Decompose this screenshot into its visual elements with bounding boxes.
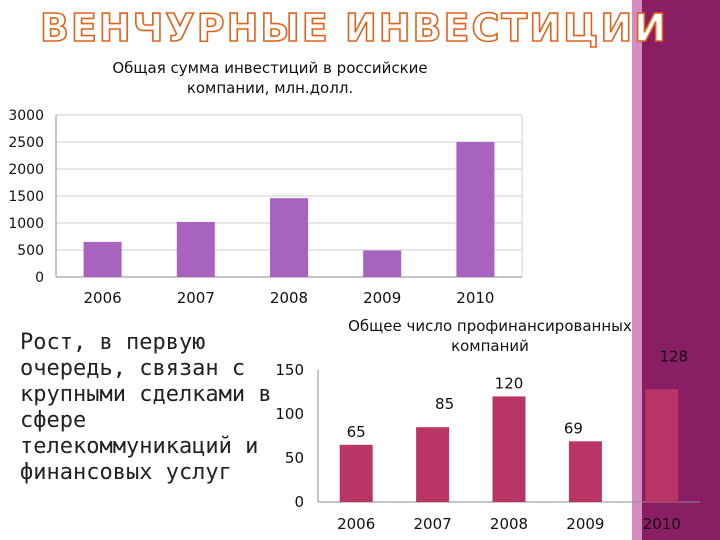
chart2-y-tick-label: 50 <box>285 449 304 467</box>
chart2-x-tick-label: 2008 <box>490 515 528 533</box>
chart2-data-label: 85 <box>435 395 454 413</box>
chart2-y-tick-label: 150 <box>275 361 304 379</box>
chart1-bar <box>270 198 308 277</box>
chart1-x-tick-label: 2010 <box>456 289 494 307</box>
chart2-data-label: 128 <box>659 347 688 365</box>
chart2-x-tick-label: 2006 <box>337 515 375 533</box>
chart2-x-tick-label: 2007 <box>414 515 452 533</box>
chart1-title: Общая сумма инвестиций в российские комп… <box>112 59 428 97</box>
chart1-y-tick-label: 3000 <box>8 108 44 124</box>
body-text: Рост, в первую очередь, связан с крупным… <box>20 330 272 485</box>
chart1-bar <box>176 221 215 277</box>
chart1-x-tick-label: 2006 <box>84 289 122 307</box>
chart1-bar <box>83 241 122 277</box>
chart2-title: Общее число профинансированных компаний <box>348 317 632 355</box>
chart2-bar <box>492 396 526 502</box>
chart2-x-tick-label: 2009 <box>566 515 604 533</box>
slide-title: ВЕНЧУРНЫЕ ИНВЕСТИЦИИ <box>39 5 668 51</box>
chart1-x-tick-label: 2007 <box>177 289 215 307</box>
chart2-bar <box>339 444 373 502</box>
chart2-bar <box>416 427 450 502</box>
chart1-y-tick-label: 2500 <box>8 135 44 151</box>
chart1-bar <box>363 250 402 277</box>
chart2-y-tick-label: 100 <box>275 405 304 423</box>
chart2-data-label: 69 <box>564 419 583 437</box>
chart1-bar <box>456 142 495 277</box>
chart1-y-tick-label: 2000 <box>8 162 44 178</box>
chart2-y-tick-label: 0 <box>294 493 304 511</box>
chart2-data-label: 120 <box>495 374 524 392</box>
chart2-bar <box>645 389 679 502</box>
chart1-x-tick-label: 2008 <box>270 289 308 307</box>
chart2-data-label: 65 <box>347 423 366 441</box>
chart2-x-tick-label: 2010 <box>643 515 681 533</box>
chart1-y-tick-label: 1000 <box>8 216 44 232</box>
chart1-y-tick-label: 1500 <box>8 189 44 205</box>
chart1-x-tick-label: 2009 <box>363 289 401 307</box>
chart2-bar <box>568 441 602 502</box>
chart1-y-tick-label: 500 <box>17 243 44 259</box>
chart1-y-tick-label: 0 <box>35 270 44 286</box>
